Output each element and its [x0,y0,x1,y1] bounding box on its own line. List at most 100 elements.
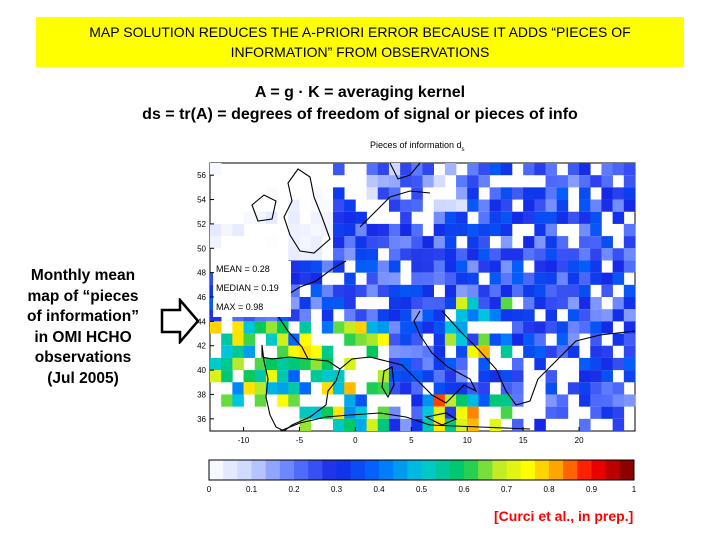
grid-cell [377,418,390,432]
grid-cell [210,236,222,249]
grid-cell [433,309,446,322]
grid-cell [545,345,558,358]
caption-line-2: map of “pieces [27,287,139,305]
lat-tick-label: 56 [197,171,206,180]
grid-cell [310,345,323,358]
figure-caption: Monthly mean map of “pieces of informati… [8,266,158,389]
colorbar-tick-label: 0 [207,485,212,494]
grid-cell [310,297,323,310]
grid-cell [478,357,490,371]
grid-cell [411,223,423,237]
grid-cell [511,260,524,273]
grid-cell [344,321,356,334]
grid-cell [456,260,468,273]
stats-max: MAX = 0.98 [216,302,263,312]
grid-cell [321,321,334,334]
grid-cell [277,382,289,395]
grid-cell [556,272,569,285]
grid-cell [344,248,356,261]
grid-cell [411,370,423,383]
colorbar-swatch [308,460,323,480]
grid-cell [288,248,300,261]
grid-cell [489,418,502,432]
grid-cell [411,394,423,407]
grid-cell [344,297,356,310]
grid-cell [333,163,345,176]
grid-cell [422,406,434,419]
grid-cell [232,345,244,358]
grid-cell [444,211,457,224]
colorbar-swatch [379,460,394,480]
grid-cell [623,309,636,322]
grid-cell [355,236,367,249]
grid-cell [511,248,524,261]
grid-cell [377,236,390,249]
caption-line-6: (Jul 2005) [47,369,119,387]
grid-cell [333,223,345,237]
grid-cell [310,272,323,285]
map-figure-svg: Pieces of information ds MEAN = 0.28 MED… [197,140,637,494]
grid-cell [489,199,502,212]
grid-cell [243,345,256,358]
grid-cell [411,260,423,273]
grid-cell [444,321,457,334]
grid-cell [444,357,457,371]
grid-cell [612,418,625,432]
grid-cell [355,418,367,432]
grid-cell [411,357,423,371]
grid-cell [590,345,602,358]
grid-cell [232,333,244,346]
grid-cell [277,321,289,334]
lon-tick-label: -10 [238,436,250,445]
grid-cell [344,211,356,224]
colorbar-swatch [251,460,267,480]
caption-line-3: of information” [27,308,139,325]
grid-cell [422,163,434,176]
grid-cell [366,309,379,322]
grid-cell [556,211,569,224]
grid-cell [288,199,300,212]
grid-cell [601,406,613,419]
grid-cell [355,260,367,273]
grid-cell [500,406,513,419]
grid-cell [500,333,513,346]
grid-cell [433,175,446,188]
grid-cell [478,223,490,237]
grid-cell [579,309,591,322]
grid-cell [623,357,636,371]
grid-cell [456,272,468,285]
grid-cell [388,297,401,310]
grid-cell [556,345,569,358]
grid-cell [623,163,636,176]
grid-cell [601,175,613,188]
grid-cell [489,297,502,310]
grid-cell [433,382,446,395]
grid-cell [321,199,334,212]
grid-cell [411,163,423,176]
grid-cell [433,260,446,273]
grid-cell [478,333,490,346]
grid-cell [210,370,222,383]
grid-cell [467,260,479,273]
grid-cell [567,248,580,261]
grid-cell [355,394,367,407]
grid-cell [299,309,311,322]
grid-cell [366,187,379,200]
grid-cell [377,187,390,200]
grid-cell [265,236,278,249]
grid-cell [299,236,311,249]
grid-cell [478,199,490,212]
grid-cell [321,260,334,273]
grid-cell [433,297,446,310]
grid-cell [377,406,390,419]
grid-cell [500,199,513,212]
grid-cell [612,309,625,322]
grid-cell [623,394,636,407]
grid-cell [400,199,412,212]
grid-cell [411,272,423,285]
grid-cell [478,236,490,249]
grid-cell [467,163,479,176]
grid-cell [221,223,233,237]
grid-cell [545,223,558,237]
grid-cell [545,272,558,285]
